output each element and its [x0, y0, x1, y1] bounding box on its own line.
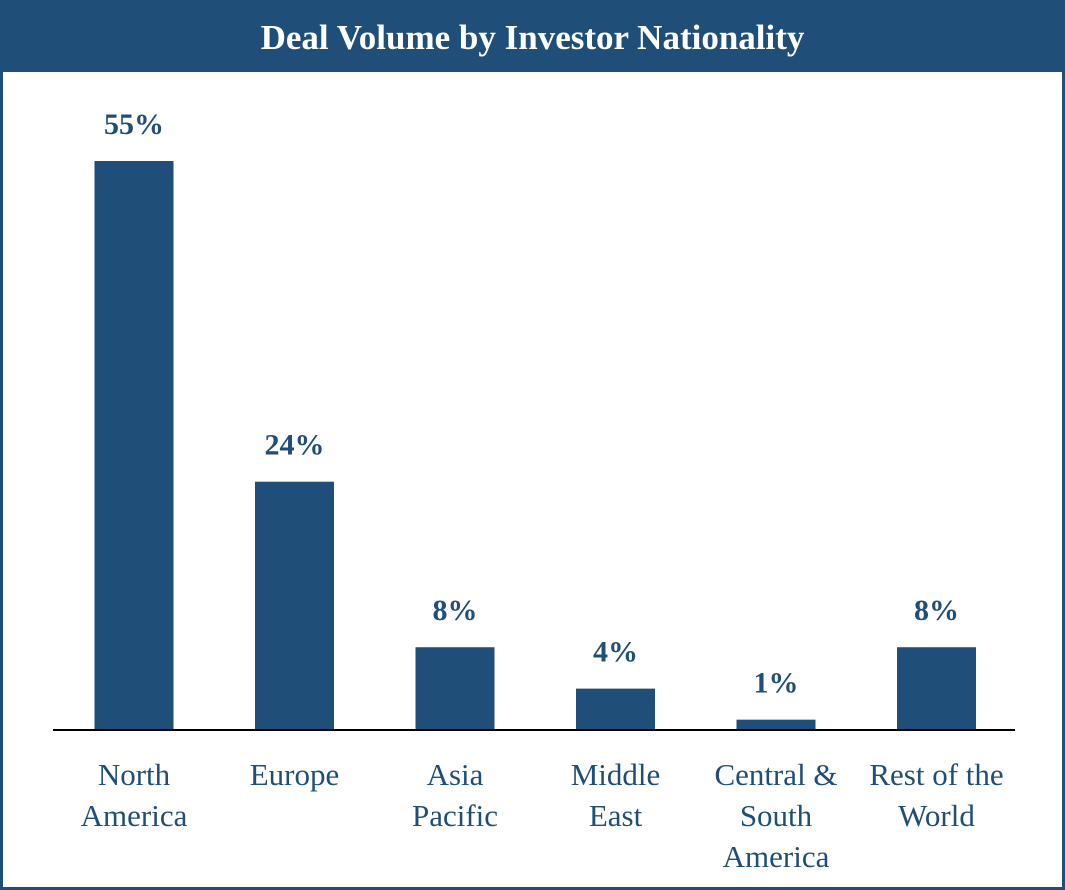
- category-label-line: World: [898, 798, 975, 833]
- bars-group: [94, 161, 976, 730]
- bar-5: [897, 647, 976, 730]
- bar-4: [736, 719, 816, 730]
- category-label-3: Middle East: [571, 757, 661, 833]
- category-label-line: Central &: [714, 757, 837, 792]
- bar-0: [94, 161, 174, 730]
- data-labels-group: 55% 24% 8% 4% 1% 8%: [104, 108, 959, 700]
- category-label-line: North: [98, 757, 171, 792]
- category-label-line: East: [589, 798, 643, 833]
- category-label-5: Rest of the World: [869, 757, 1003, 833]
- category-label-line: Pacific: [412, 798, 498, 833]
- bar-1: [255, 481, 334, 730]
- data-label-3: 4%: [593, 636, 638, 669]
- category-label-line: America: [723, 839, 830, 874]
- category-labels-group: North America Europe Asia Pacific Middle East C…: [81, 757, 1004, 874]
- category-label-line: Europe: [250, 757, 340, 792]
- category-label-line: America: [81, 798, 188, 833]
- category-label-4: Central & South America: [714, 757, 837, 874]
- bar-3: [576, 688, 655, 730]
- bar-2: [415, 647, 495, 730]
- data-label-5: 8%: [914, 594, 959, 627]
- category-label-line: Rest of the: [869, 757, 1003, 792]
- category-label-2: Asia Pacific: [412, 757, 498, 833]
- chart-title: Deal Volume by Investor Nationality: [3, 3, 1062, 72]
- data-label-4: 1%: [754, 667, 799, 700]
- category-label-0: North America: [81, 757, 188, 833]
- bar-chart: 55% 24% 8% 4% 1% 8% North America Europe Asia Pac…: [53, 108, 1015, 874]
- data-label-2: 8%: [433, 594, 478, 627]
- data-label-0: 55%: [104, 108, 164, 141]
- category-label-line: Asia: [427, 757, 484, 792]
- category-label-line: Middle: [571, 757, 661, 792]
- data-label-1: 24%: [265, 429, 325, 462]
- category-label-line: South: [740, 798, 813, 833]
- category-label-1: Europe: [250, 757, 340, 792]
